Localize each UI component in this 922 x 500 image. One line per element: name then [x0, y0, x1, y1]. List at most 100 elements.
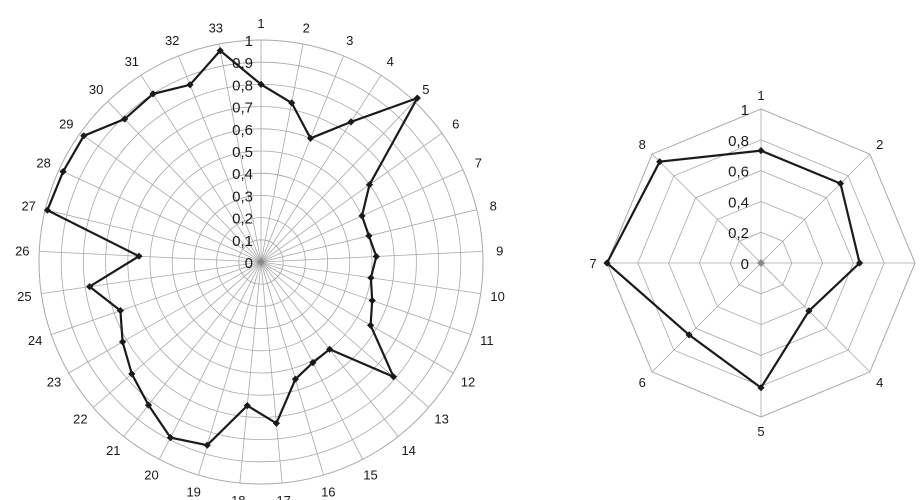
- radar-chart-33-axes: 00,10,20,30,40,50,60,70,80,911 2345678910…: [15, 16, 505, 500]
- data-point: [368, 296, 376, 305]
- axis-label: 1: [257, 16, 264, 31]
- axis-spoke: [140, 74, 262, 263]
- axis-spoke: [260, 55, 344, 263]
- axis-label: 32: [165, 33, 179, 48]
- data-point: [367, 321, 375, 329]
- axis-label: 24: [28, 333, 42, 348]
- ring-tick-label: 0,4: [232, 166, 253, 183]
- axis-spoke: [260, 74, 382, 263]
- axis-spoke: [260, 261, 471, 335]
- data-point: [86, 283, 94, 291]
- axis-label: 26: [15, 244, 29, 259]
- data-point: [347, 118, 355, 126]
- data-point: [288, 99, 296, 107]
- axis-label: 4: [876, 375, 883, 390]
- data-point: [805, 307, 813, 315]
- axis-label: 2: [303, 20, 310, 35]
- axis-spoke: [158, 261, 262, 460]
- ring-tick-label: 0,6: [728, 164, 749, 181]
- axis-label: 9: [496, 244, 503, 259]
- ring-tick-label: 0,2: [232, 211, 253, 228]
- axis-spoke: [260, 261, 454, 374]
- axis-spoke: [39, 251, 262, 263]
- data-point: [166, 434, 175, 442]
- axis-spoke: [260, 261, 283, 484]
- axis-label: 10: [490, 289, 504, 304]
- axis-label: 11: [480, 333, 494, 348]
- axis-spoke: [260, 132, 443, 263]
- data-point: [43, 206, 51, 214]
- axis-spoke: [260, 261, 324, 476]
- ring-tick-label: 0,4: [728, 194, 749, 211]
- data-point: [413, 94, 421, 102]
- axis-spoke: [79, 132, 262, 263]
- ring-tick-label: 1: [741, 102, 749, 119]
- axis-label: 5: [757, 424, 764, 439]
- axis-label: 31: [125, 54, 139, 69]
- series-line: [605, 149, 861, 390]
- data-point: [309, 359, 317, 367]
- axis-label: 13: [434, 412, 448, 427]
- data-point: [121, 115, 129, 123]
- ring-tick-label: 0,6: [232, 122, 253, 139]
- axis-spoke: [260, 251, 483, 263]
- data-point: [149, 90, 157, 98]
- series-line: [45, 49, 420, 447]
- axis-spoke: [68, 261, 262, 374]
- data-point: [389, 373, 398, 381]
- axis-label: 21: [106, 443, 120, 458]
- ring-tick-label: 0,1: [232, 233, 253, 250]
- axis-label: 29: [59, 116, 73, 131]
- data-point: [203, 441, 211, 449]
- data-point: [365, 181, 374, 189]
- data-point: [757, 384, 765, 392]
- data-point: [257, 80, 265, 88]
- axis-label: 8: [639, 137, 646, 152]
- axis-spoke: [51, 261, 262, 335]
- axis-label: 6: [452, 116, 459, 131]
- axis-label: 15: [363, 467, 377, 482]
- data-point: [216, 47, 224, 55]
- data-point: [243, 402, 251, 410]
- data-point: [757, 147, 765, 155]
- axis-spoke: [92, 261, 262, 408]
- data-point: [186, 81, 194, 89]
- data-point: [59, 168, 67, 176]
- axis-label: 6: [639, 375, 646, 390]
- data-point: [372, 252, 380, 261]
- data-point: [367, 274, 375, 282]
- data-point: [272, 419, 280, 427]
- ring-tick-label: 0,7: [232, 100, 253, 117]
- axis-spoke: [218, 43, 262, 263]
- axis-spoke: [239, 261, 262, 484]
- ring-tick-label: 0,8: [728, 133, 749, 150]
- data-point: [656, 158, 664, 166]
- data-point: [291, 375, 299, 383]
- axis-label: 27: [21, 199, 35, 214]
- data-point: [128, 370, 136, 378]
- axis-spoke: [178, 55, 262, 263]
- axis-spoke: [123, 261, 262, 437]
- axis-spoke: [760, 262, 871, 373]
- ring-tick-label: 0: [741, 256, 749, 273]
- ring-tick-label: 0,9: [232, 55, 253, 72]
- axis-label: 17: [276, 493, 290, 500]
- axis-spoke: [198, 261, 262, 476]
- center-marker: [257, 258, 265, 266]
- axis-label: 28: [36, 156, 50, 171]
- axis-label: 23: [47, 375, 61, 390]
- data-point: [365, 232, 373, 240]
- axis-spoke: [58, 169, 262, 263]
- axis-label: 7: [589, 256, 596, 271]
- axis-label: 7: [475, 156, 482, 171]
- axis-label: 2: [876, 137, 883, 152]
- axis-label: 4: [387, 54, 394, 69]
- axis-label: 22: [73, 412, 87, 427]
- ring-tick-label: 0: [245, 255, 253, 272]
- center-marker: [757, 259, 765, 267]
- data-point: [144, 401, 153, 409]
- ring-tick-label: 0,8: [232, 77, 253, 94]
- axis-label: 19: [186, 484, 200, 499]
- radar-chart-8-axes: 00,20,40,60,8112345678: [589, 88, 916, 439]
